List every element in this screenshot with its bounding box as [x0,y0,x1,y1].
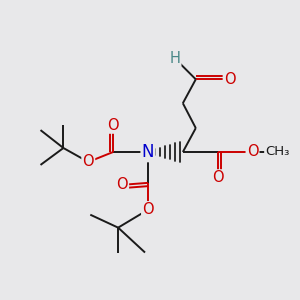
Text: O: O [224,72,236,87]
Text: H: H [169,51,180,66]
Text: O: O [247,145,258,160]
Text: N: N [142,143,154,161]
Text: O: O [82,154,94,169]
Text: O: O [116,177,128,192]
Text: O: O [142,202,154,217]
Text: CH₃: CH₃ [265,146,290,158]
Text: O: O [212,170,224,185]
Text: O: O [107,118,119,133]
